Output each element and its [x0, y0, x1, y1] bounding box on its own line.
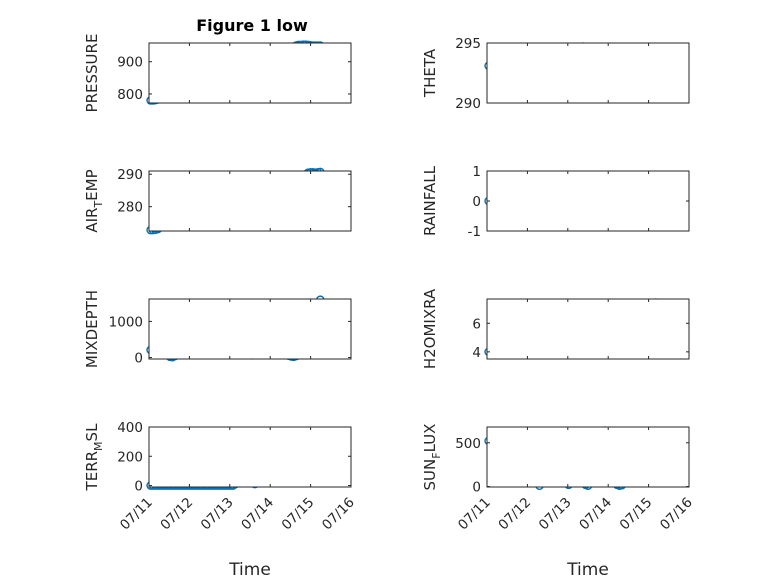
y-tick-label: 1 [472, 164, 481, 180]
axes-frame [148, 298, 352, 360]
data-point [633, 0, 640, 4]
y-tick-label: -1 [468, 224, 481, 240]
y-tick-label: 280 [117, 200, 143, 216]
y-tick-label: 800 [117, 87, 143, 103]
y-axis-label: RAINFALL [421, 165, 439, 236]
axes-frame [148, 170, 352, 232]
data-point [650, 0, 657, 4]
y-tick-label: 0 [472, 194, 481, 210]
data-point [647, 0, 654, 4]
y-tick-label: 0 [134, 479, 143, 495]
axes-frame [486, 298, 690, 360]
figure-title: Figure 1 low [196, 16, 308, 35]
x-tick-label: 07/13 [536, 495, 575, 534]
x-axis-label: Time [228, 560, 271, 580]
y-axis-label: MIXDEPTH [83, 290, 101, 368]
x-tick-label: 07/12 [157, 495, 196, 534]
y-tick-label: 200 [117, 449, 143, 465]
x-tick-label: 07/14 [576, 495, 615, 534]
y-tick-label: 290 [117, 167, 143, 183]
data-point [655, 0, 662, 4]
y-tick-label: 290 [455, 96, 481, 112]
x-tick-label: 07/12 [495, 495, 534, 534]
x-tick-label: 07/15 [617, 495, 656, 534]
x-axis-label: Time [566, 560, 609, 580]
x-tick-label: 07/16 [657, 495, 696, 534]
y-tick-label: 6 [472, 316, 481, 332]
data-point [638, 0, 645, 4]
x-tick-label: 07/11 [117, 495, 156, 534]
y-tick-label: 1000 [109, 314, 143, 330]
data-point [643, 0, 650, 4]
data-point [652, 0, 659, 4]
x-tick-label: 07/13 [198, 495, 237, 534]
subplot-theta: 290 295 THETA [421, 36, 690, 112]
y-axis-label: THETA [421, 48, 439, 98]
data-point [645, 0, 652, 4]
axes-frame [486, 42, 690, 104]
y-axis-label: H2OMIXRA [421, 288, 439, 369]
subplot-sun_flux: 0 500 SUNFLUX 07/11 07/12 07/13 07/14 07/15 07/1… [421, 0, 696, 580]
axes-frame [148, 426, 352, 488]
y-axis-label: AIRTEMP [83, 169, 105, 232]
subplot-grid: 800 900 PRESSURE 290 295 THETA 280 290 AIRTEMP -1… [83, 0, 696, 580]
axes-frame [486, 426, 690, 488]
subplot-h2omixra: 4 6 H2OMIXRA [421, 288, 690, 369]
y-tick-label: 0 [134, 351, 143, 367]
y-tick-label: 295 [455, 36, 481, 52]
subplot-mixdepth: 0 1000 MIXDEPTH [83, 290, 352, 368]
data-point [635, 0, 642, 4]
x-tick-label: 07/16 [319, 495, 358, 534]
axes-frame [148, 42, 352, 104]
y-axis-label: PRESSURE [83, 34, 101, 113]
y-tick-label: 900 [117, 55, 143, 71]
data-point [640, 0, 647, 4]
x-tick-label: 07/15 [279, 495, 318, 534]
x-tick-label: 07/11 [455, 495, 494, 534]
y-tick-label: 500 [455, 436, 481, 452]
y-axis-label: TERRMSL [83, 423, 105, 492]
subplot-air_temp: 280 290 AIRTEMP [83, 167, 352, 235]
axes-frame [486, 170, 690, 232]
y-tick-label: 4 [472, 345, 481, 361]
subplot-terr_msl: 0 200 400 TERRMSL 07/11 07/12 07/13 07/14 07/15 0… [83, 420, 358, 580]
x-tick-label: 07/14 [238, 495, 277, 534]
y-axis-label: SUNFLUX [421, 424, 443, 491]
y-tick-label: 0 [472, 480, 481, 496]
subplot-pressure: 800 900 PRESSURE [83, 34, 352, 113]
y-tick-label: 400 [117, 420, 143, 436]
subplot-rainfall: -1 0 1 RAINFALL [421, 164, 690, 240]
